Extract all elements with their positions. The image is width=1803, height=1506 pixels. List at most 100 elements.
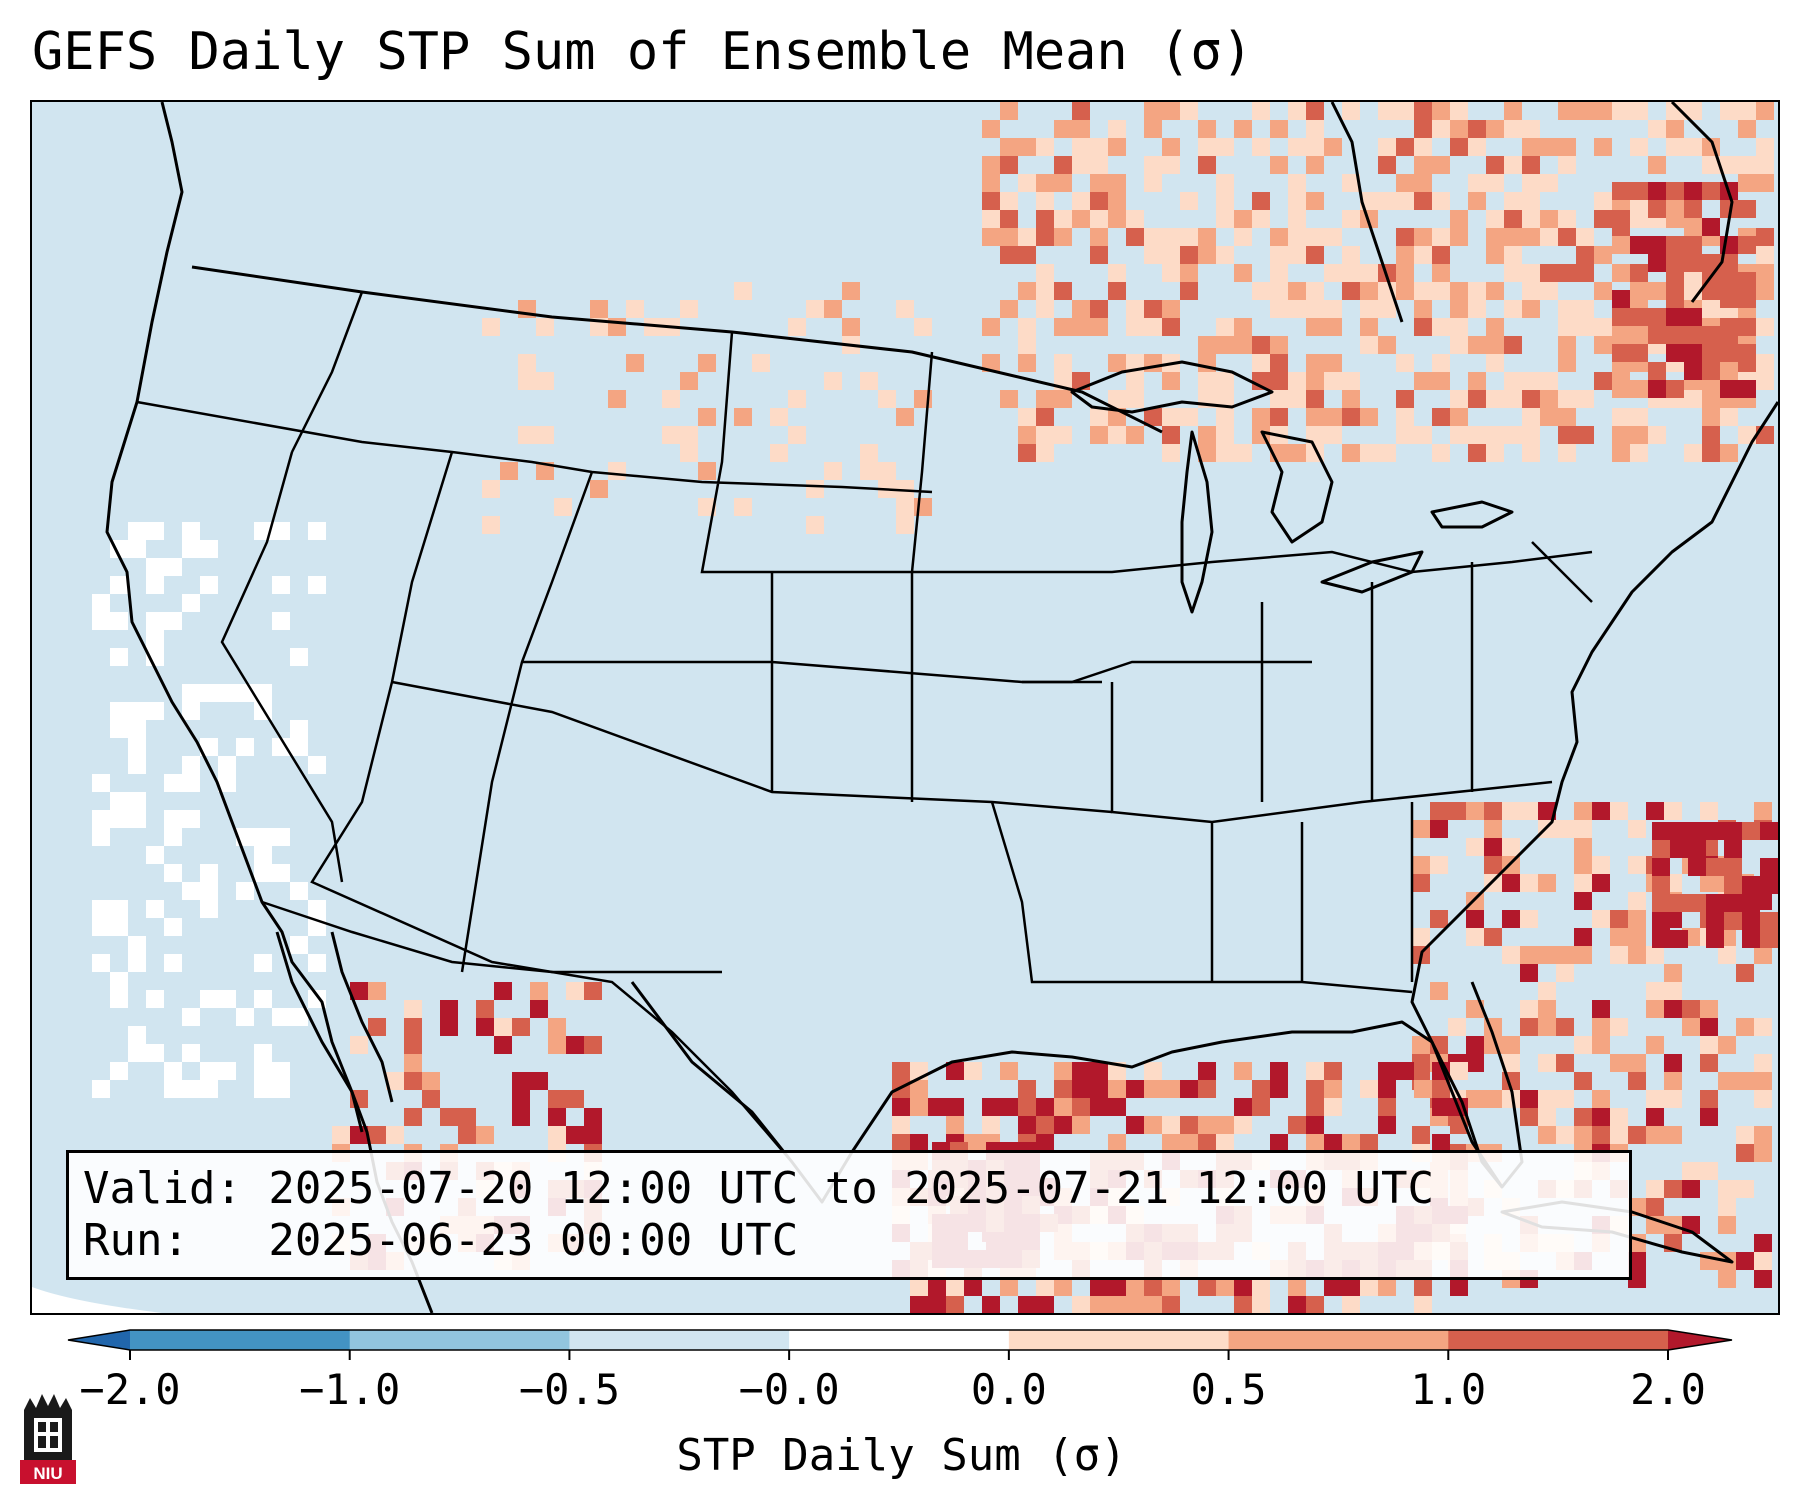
anomaly-cell (164, 612, 182, 630)
anomaly-cell (110, 612, 128, 630)
anomaly-cell (1592, 802, 1610, 820)
anomaly-cell (290, 720, 308, 738)
anomaly-cell (1450, 318, 1468, 336)
anomaly-cell (1576, 228, 1594, 246)
anomaly-cell (530, 1072, 548, 1090)
anomaly-cell (1288, 210, 1306, 228)
anomaly-cell (1558, 210, 1576, 228)
anomaly-cell (1718, 1180, 1736, 1198)
anomaly-cell (254, 1080, 272, 1098)
map-domain-background (32, 102, 1778, 1313)
colorbar (67, 1329, 1733, 1360)
anomaly-cell (1652, 822, 1670, 840)
anomaly-cell (1466, 838, 1484, 856)
anomaly-cell (680, 372, 698, 390)
anomaly-cell (1628, 856, 1646, 874)
colorbar-bin (1228, 1330, 1449, 1350)
anomaly-cell (1378, 102, 1396, 120)
anomaly-cell (1360, 282, 1378, 300)
anomaly-cell (1450, 426, 1468, 444)
anomaly-cell (1306, 1062, 1324, 1080)
anomaly-cell (1612, 408, 1630, 426)
anomaly-cell (1522, 192, 1540, 210)
anomaly-cell (1684, 308, 1702, 326)
anomaly-cell (1684, 390, 1702, 408)
anomaly-cell (1430, 820, 1448, 838)
anomaly-cell (92, 774, 110, 792)
anomaly-cell (1018, 1098, 1036, 1116)
anomaly-cell (92, 828, 110, 846)
anomaly-cell (110, 972, 128, 990)
anomaly-cell (1126, 228, 1144, 246)
anomaly-cell (1324, 1062, 1342, 1080)
colorbar-tick-label: −1.0 (299, 1365, 401, 1414)
anomaly-cell (1108, 210, 1126, 228)
anomaly-cell (254, 954, 272, 972)
anomaly-cell (536, 372, 554, 390)
anomaly-cell (1576, 318, 1594, 336)
anomaly-cell (1468, 174, 1486, 192)
anomaly-cell (200, 990, 218, 1008)
anomaly-cell (1396, 426, 1414, 444)
anomaly-cell (1306, 354, 1324, 372)
anomaly-cell (1574, 820, 1592, 838)
anomaly-cell (218, 1062, 236, 1080)
anomaly-cell (1754, 1234, 1772, 1252)
anomaly-cell (548, 1090, 566, 1108)
anomaly-cell (1504, 246, 1522, 264)
anomaly-cell (1594, 336, 1612, 354)
anomaly-cell (1360, 264, 1378, 282)
anomaly-cell (1108, 138, 1126, 156)
anomaly-cell (236, 684, 254, 702)
anomaly-cell (386, 1126, 404, 1144)
anomaly-cell (910, 1080, 928, 1098)
anomaly-cell (1754, 1018, 1772, 1036)
anomaly-cell (1558, 156, 1576, 174)
anomaly-cell (626, 300, 644, 318)
anomaly-cell (1234, 336, 1252, 354)
anomaly-cell (476, 1018, 494, 1036)
anomaly-cell (1538, 1018, 1556, 1036)
anomaly-cell (1522, 138, 1540, 156)
anomaly-cell (518, 354, 536, 372)
anomaly-cell (1432, 354, 1450, 372)
anomaly-cell (1396, 102, 1414, 120)
anomaly-cell (1702, 156, 1720, 174)
east-coastline (1410, 401, 1778, 1043)
anomaly-cell (236, 1008, 254, 1026)
anomaly-cell (1724, 876, 1742, 894)
anomaly-cell (1018, 408, 1036, 426)
anomaly-cell (548, 1036, 566, 1054)
anomaly-cell (1342, 1296, 1360, 1313)
anomaly-cell (164, 918, 182, 936)
anomaly-cell (680, 444, 698, 462)
anomaly-cell (964, 1278, 982, 1296)
anomaly-cell (1198, 156, 1216, 174)
anomaly-cell (110, 720, 128, 738)
anomaly-cell (1288, 102, 1306, 120)
run-line: Run: 2025-06-23 00:00 UTC (83, 1215, 799, 1266)
anomaly-cell (1324, 138, 1342, 156)
anomaly-cell (1702, 408, 1720, 426)
anomaly-cell (458, 1126, 476, 1144)
anomaly-cell (1556, 946, 1574, 964)
anomaly-cell (824, 300, 842, 318)
anomaly-cell (1198, 138, 1216, 156)
anomaly-cell (1414, 426, 1432, 444)
anomaly-cell (1466, 910, 1484, 928)
anomaly-cell (1760, 876, 1778, 894)
anomaly-cell (146, 558, 164, 576)
anomaly-cell (254, 1044, 272, 1062)
anomaly-cell (1628, 1072, 1646, 1090)
anomaly-cell (1756, 354, 1774, 372)
anomaly-cell (1342, 174, 1360, 192)
anomaly-cell (1144, 174, 1162, 192)
anomaly-cell (1718, 1072, 1736, 1090)
anomaly-cell (896, 408, 914, 426)
anomaly-cell (290, 936, 308, 954)
anomaly-cell (1198, 1080, 1216, 1098)
anomaly-cell (1700, 1090, 1718, 1108)
anomaly-cell (1270, 282, 1288, 300)
anomaly-cell (1684, 326, 1702, 344)
anomaly-cell (1630, 380, 1648, 398)
